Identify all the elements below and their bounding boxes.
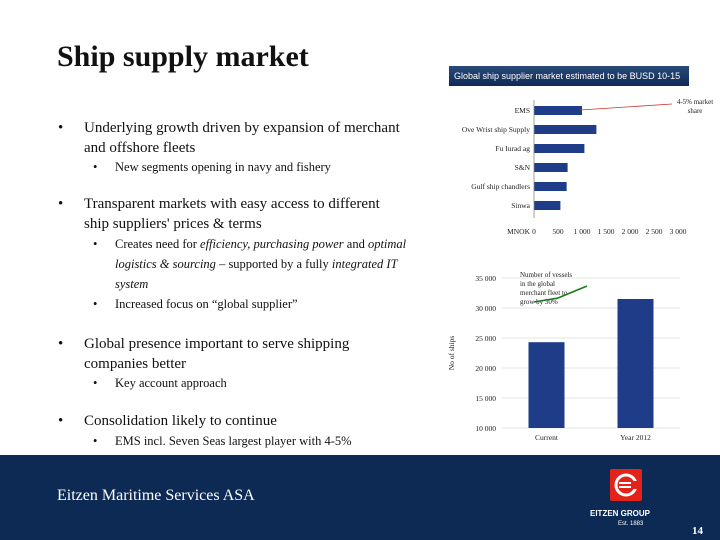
- annotation-text: merchant fleet to: [520, 289, 568, 297]
- y-tick-label: 10 000: [475, 424, 496, 433]
- annotation-text: grow by 30%: [520, 298, 558, 306]
- bullet-dot: •: [58, 196, 64, 212]
- bullet-dot: •: [93, 376, 98, 390]
- bar: [534, 182, 567, 191]
- bullet-text: Transparent markets with easy access to …: [84, 196, 380, 232]
- bar: [617, 299, 654, 428]
- annotation-text: share: [688, 107, 703, 115]
- bar: [534, 201, 561, 210]
- bullet-text: Consolidation likely to continue: [84, 413, 277, 429]
- company-name: Eitzen Maritime Services ASA: [57, 487, 255, 504]
- supplier-bar-chart: EMS Ove Wrist ship Supply Fu Iurad ag S&N Gu…: [462, 98, 713, 236]
- y-tick-label: 35 000: [475, 274, 496, 283]
- market-banner: Global ship supplier market estimated to…: [449, 66, 689, 86]
- bullet-dot: •: [58, 120, 64, 136]
- x-axis-label: MNOK: [507, 227, 531, 236]
- bar: [534, 144, 585, 153]
- bullet-dot: •: [58, 336, 64, 352]
- y-tick-label: 15 000: [475, 394, 496, 403]
- page-number: 14: [692, 525, 703, 537]
- bar: [528, 342, 565, 428]
- x-tick-label: 0: [532, 227, 536, 236]
- x-tick-label: 1 000: [574, 227, 591, 236]
- x-tick-label: 500: [552, 227, 564, 236]
- euro-icon: [614, 473, 638, 497]
- y-tick-label: 25 000: [475, 334, 496, 343]
- bar: [534, 163, 568, 172]
- fleet-bar-chart: 10 000 15 000 20 000 25 000 30 000 35 000 No o…: [447, 271, 680, 442]
- sub-bullet-text: EMS incl. Seven Seas largest player with…: [115, 434, 352, 448]
- bullet-dot: •: [93, 434, 98, 448]
- logo-est: Est. 1883: [618, 521, 644, 527]
- annotation-text: 4-5% market: [677, 98, 713, 106]
- y-axis-label: No of ships: [447, 336, 456, 371]
- y-tick-label: 30 000: [475, 304, 496, 313]
- bullet-dot: •: [93, 297, 98, 311]
- category-label: Current: [535, 433, 559, 442]
- annotation-arrow: [557, 285, 588, 299]
- footer-bar: Eitzen Maritime Services ASA EITZEN GROU…: [0, 455, 720, 540]
- y-tick-label: 20 000: [475, 364, 496, 373]
- bar: [534, 106, 582, 115]
- sub-bullet-text: New segments opening in navy and fishery: [115, 160, 331, 174]
- bar: [534, 125, 597, 134]
- category-label: Sinwa: [511, 201, 530, 210]
- bullet-dot: •: [58, 413, 64, 429]
- category-label: Gulf ship chandlers: [471, 182, 530, 191]
- logo-mark: [610, 469, 642, 501]
- bullet-dot: •: [93, 237, 98, 251]
- sub-bullet-text: Increased focus on “global supplier”: [115, 297, 298, 311]
- x-tick-label: 1 500: [598, 227, 615, 236]
- x-tick-label: 3 000: [670, 227, 687, 236]
- category-label: Ove Wrist ship Supply: [462, 125, 530, 134]
- bullet-text: Underlying growth driven by expansion of…: [84, 120, 400, 156]
- sub-bullet-text: Key account approach: [115, 376, 227, 390]
- x-tick-label: 2 000: [622, 227, 639, 236]
- annotation-text: Number of vessels: [520, 271, 572, 279]
- bullet-dot: •: [93, 160, 98, 174]
- annotation-arrow: [579, 103, 673, 111]
- sub-bullet-text: Creates need for efficiency, purchasing …: [115, 237, 407, 291]
- annotation-arrow: [533, 297, 559, 303]
- annotation-text: in the global: [520, 280, 555, 288]
- x-tick-label: 2 500: [646, 227, 663, 236]
- category-label: S&N: [515, 163, 531, 172]
- category-label: EMS: [515, 106, 530, 115]
- category-label: Fu Iurad ag: [495, 144, 530, 153]
- logo-name: EITZEN GROUP: [590, 509, 651, 518]
- page-title: Ship supply market: [57, 40, 309, 73]
- category-label: Year 2012: [620, 433, 651, 442]
- bullet-text: Global presence important to serve shipp…: [84, 336, 350, 372]
- eitzen-logo: EITZEN GROUP Est. 1883: [590, 469, 650, 534]
